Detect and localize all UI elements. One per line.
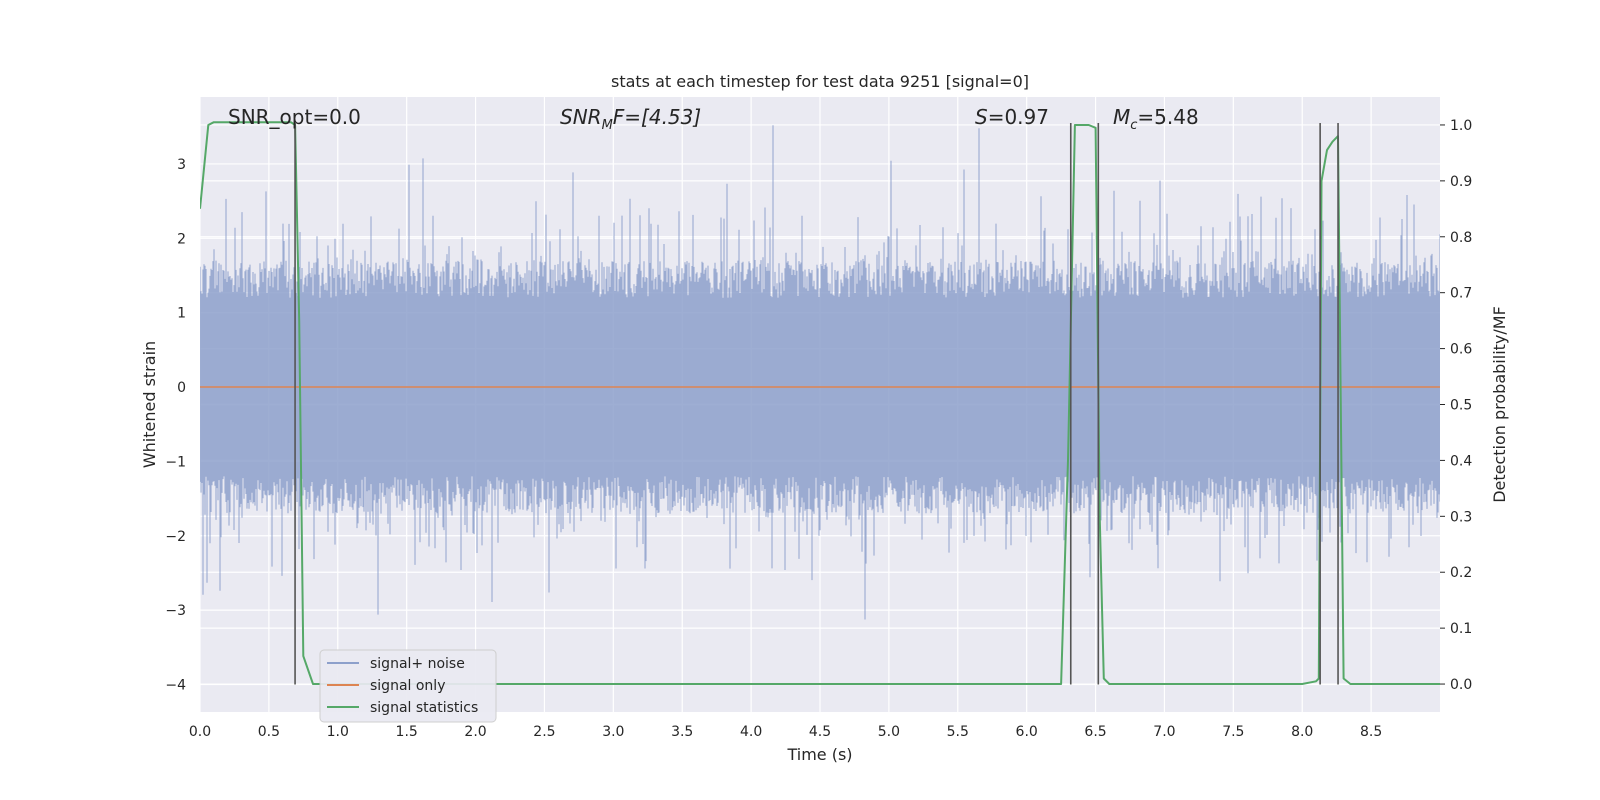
x-tick-label: 2.5	[533, 724, 555, 740]
annotation-mc: Mc=5.48	[1113, 105, 1199, 133]
annotation-mc-rest: =5.48	[1137, 105, 1198, 129]
x-axis-ticks: 0.0 0.5 1.0 1.5 2.0 2.5 3.0 3.5 4.0 4.5 5.0 5.5 6.0 6…	[189, 724, 1382, 740]
x-tick-label: 3.0	[602, 724, 624, 740]
x-tick-label: 1.5	[396, 724, 418, 740]
x-tick-label: 8.5	[1360, 724, 1382, 740]
x-axis-label: Time (s)	[786, 745, 852, 764]
y-right-tick-label: 1.0	[1450, 118, 1472, 134]
y-right-tick-label: 0.0	[1450, 677, 1472, 693]
legend-entry-signal-only: signal only	[370, 678, 445, 694]
x-tick-label: 4.0	[740, 724, 762, 740]
y-left-tick-label: 2	[177, 231, 186, 247]
x-tick-label: 6.5	[1084, 724, 1106, 740]
legend-entry-signal-statistics: signal statistics	[370, 700, 478, 716]
x-tick-label: 4.5	[809, 724, 831, 740]
y-left-tick-label: −3	[165, 603, 186, 619]
x-tick-label: 7.0	[1153, 724, 1175, 740]
chart-title: stats at each timestep for test data 925…	[611, 72, 1029, 91]
annotation-s: S=0.97	[975, 105, 1049, 129]
y-left-tick-label: −4	[165, 677, 186, 693]
annotation-mc-sub: c	[1130, 118, 1137, 133]
y-right-axis-ticks: 1.0 0.9 0.8 0.7 0.6 0.5 0.4 0.3 0.2 0.1 0.0	[1440, 118, 1472, 693]
y-left-tick-label: −2	[165, 529, 186, 545]
series-signal-noise	[200, 125, 1440, 620]
x-tick-label: 5.5	[947, 724, 969, 740]
x-tick-label: 1.0	[327, 724, 349, 740]
annotation-s-rest: =0.97	[988, 105, 1049, 129]
x-tick-label: 0.5	[258, 724, 280, 740]
annotation-snr-mf-rest: F=[4.53]	[613, 105, 701, 129]
x-tick-label: 5.0	[878, 724, 900, 740]
annotation-snr-opt: SNR_opt=0.0	[228, 105, 361, 129]
x-tick-label: 6.0	[1016, 724, 1038, 740]
y-right-tick-label: 0.7	[1450, 286, 1472, 302]
annotation-snr-mf: SNRMF=[4.53]	[560, 105, 701, 133]
y-right-axis-label: Detection probability/MF	[1490, 306, 1509, 503]
y-right-tick-label: 0.1	[1450, 621, 1472, 637]
y-right-tick-label: 0.3	[1450, 509, 1472, 525]
legend: signal+ noise signal only signal statist…	[319, 649, 497, 723]
vertical-markers	[294, 123, 1339, 685]
x-tick-label: 8.0	[1291, 724, 1313, 740]
x-tick-label: 7.5	[1222, 724, 1244, 740]
y-left-tick-label: −1	[165, 454, 186, 470]
y-left-axis-label: Whitened strain	[140, 341, 159, 468]
y-right-tick-label: 0.5	[1450, 398, 1472, 414]
y-right-tick-label: 0.6	[1450, 342, 1472, 358]
series-signal-statistics	[200, 121, 1440, 685]
legend-entry-signal-noise: signal+ noise	[370, 656, 465, 672]
y-right-tick-label: 0.4	[1450, 453, 1472, 469]
legend-box	[319, 649, 497, 723]
annotation-snr-mf-sub: M	[602, 118, 613, 133]
y-left-tick-label: 3	[177, 157, 186, 173]
y-right-tick-label: 0.8	[1450, 230, 1472, 246]
y-left-axis-ticks: 3 2 1 0 −1 −2 −3 −4	[165, 157, 186, 694]
series-layer	[200, 121, 1440, 685]
y-left-tick-label: 1	[177, 306, 186, 322]
x-tick-label: 0.0	[189, 724, 211, 740]
annotation-s-var: S	[975, 105, 988, 129]
y-right-tick-label: 0.2	[1450, 565, 1472, 581]
y-left-tick-label: 0	[177, 380, 186, 396]
y-right-tick-label: 0.9	[1450, 174, 1472, 190]
annotation-snr-mf-base: SNR	[560, 105, 602, 129]
annotation-mc-var: M	[1113, 105, 1130, 129]
x-tick-label: 3.5	[671, 724, 693, 740]
x-tick-label: 2.0	[464, 724, 486, 740]
